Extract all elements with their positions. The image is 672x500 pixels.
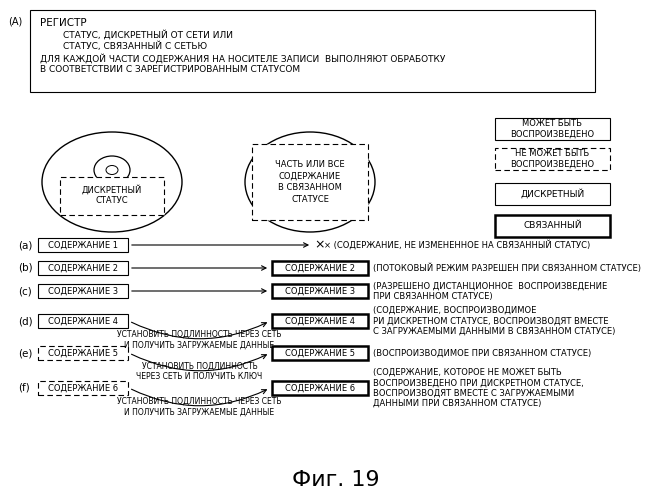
Text: СОДЕРЖАНИЕ 5: СОДЕРЖАНИЕ 5 [285, 348, 355, 358]
Text: СОДЕРЖАНИЕ 2: СОДЕРЖАНИЕ 2 [48, 264, 118, 272]
Text: РЕГИСТР: РЕГИСТР [40, 18, 87, 28]
Text: (A): (A) [8, 16, 22, 26]
Bar [30, 10, 595, 92]
Bar [38, 261, 128, 275]
Text: УСТАНОВИТЬ ПОДЛИННОСТЬ ЧЕРЕЗ СЕТЬ
И ПОЛУЧИТЬ ЗАГРУЖАЕМЫЕ ДАННЫЕ: УСТАНОВИТЬ ПОДЛИННОСТЬ ЧЕРЕЗ СЕТЬ И ПОЛУ… [117, 330, 282, 349]
Text: СОДЕРЖАНИЕ 3: СОДЕРЖАНИЕ 3 [48, 286, 118, 296]
Text: СТАТУС, СВЯЗАННЫЙ С СЕТЬЮ: СТАТУС, СВЯЗАННЫЙ С СЕТЬЮ [40, 41, 207, 50]
Text: (РАЗРЕШЕНО ДИСТАНЦИОННОЕ  ВОСПРОИЗВЕДЕНИЕ
ПРИ СВЯЗАННОМ СТАТУСЕ): (РАЗРЕШЕНО ДИСТАНЦИОННОЕ ВОСПРОИЗВЕДЕНИЕ… [373, 282, 607, 300]
Text: СОДЕРЖАНИЕ 5: СОДЕРЖАНИЕ 5 [48, 348, 118, 358]
Bar [38, 346, 128, 360]
Text: (СОДЕРЖАНИЕ, ВОСПРОИЗВОДИМОЕ
РИ ДИСКРЕТНОМ СТАТУСЕ, ВОСПРОИЗВОДЯТ ВМЕСТЕ
С ЗАГРУ: (СОДЕРЖАНИЕ, ВОСПРОИЗВОДИМОЕ РИ ДИСКРЕТН… [373, 306, 616, 336]
Text: СОДЕРЖАНИЕ 4: СОДЕРЖАНИЕ 4 [285, 316, 355, 326]
Bar [38, 284, 128, 298]
Text: (c): (c) [18, 286, 32, 296]
Text: СВЯЗАННЫЙ: СВЯЗАННЫЙ [523, 222, 582, 230]
Text: (ПОТОКОВЫЙ РЕЖИМ РАЗРЕШЕН ПРИ СВЯЗАННОМ СТАТУСЕ): (ПОТОКОВЫЙ РЕЖИМ РАЗРЕШЕН ПРИ СВЯЗАННОМ … [373, 263, 641, 273]
Text: НЕ МОЖЕТ БЫТЬ
ВОСПРОИЗВЕДЕНО: НЕ МОЖЕТ БЫТЬ ВОСПРОИЗВЕДЕНО [511, 150, 595, 169]
Text: (e): (e) [18, 348, 32, 358]
Bar [252, 144, 368, 220]
Bar [495, 118, 610, 140]
Text: СОДЕРЖАНИЕ 4: СОДЕРЖАНИЕ 4 [48, 316, 118, 326]
Text: СОДЕРЖАНИЕ 6: СОДЕРЖАНИЕ 6 [285, 384, 355, 392]
Text: ДИСКРЕТНЫЙ
СТАТУС: ДИСКРЕТНЫЙ СТАТУС [82, 184, 142, 206]
Text: В СООТВЕТСТВИИ С ЗАРЕГИСТРИРОВАННЫМ СТАТУСОМ: В СООТВЕТСТВИИ С ЗАРЕГИСТРИРОВАННЫМ СТАТ… [40, 65, 300, 74]
Bar [272, 261, 368, 275]
Bar [60, 177, 164, 215]
Text: УСТАНОВИТЬ ПОДЛИННОСТЬ ЧЕРЕЗ СЕТЬ
И ПОЛУЧИТЬ ЗАГРУЖАЕМЫЕ ДАННЫЕ: УСТАНОВИТЬ ПОДЛИННОСТЬ ЧЕРЕЗ СЕТЬ И ПОЛУ… [117, 397, 282, 416]
Text: Фиг. 19: Фиг. 19 [292, 470, 380, 490]
Text: (ВОСПРОИЗВОДИМОЕ ПРИ СВЯЗАННОМ СТАТУСЕ): (ВОСПРОИЗВОДИМОЕ ПРИ СВЯЗАННОМ СТАТУСЕ) [373, 348, 591, 358]
Text: × (СОДЕРЖАНИЕ, НЕ ИЗМЕНЕННОЕ НА СВЯЗАННЫЙ СТАТУС): × (СОДЕРЖАНИЕ, НЕ ИЗМЕНЕННОЕ НА СВЯЗАННЫ… [324, 240, 590, 250]
Text: СТАТУС, ДИСКРЕТНЫЙ ОТ СЕТИ ИЛИ: СТАТУС, ДИСКРЕТНЫЙ ОТ СЕТИ ИЛИ [40, 30, 233, 40]
Bar [495, 183, 610, 205]
Bar [495, 148, 610, 170]
Text: ЧАСТЬ ИЛИ ВСЕ
СОДЕРЖАНИЕ
В СВЯЗАННОМ
СТАТУСЕ: ЧАСТЬ ИЛИ ВСЕ СОДЕРЖАНИЕ В СВЯЗАННОМ СТА… [276, 160, 345, 204]
Bar [272, 314, 368, 328]
Text: СОДЕРЖАНИЕ 3: СОДЕРЖАНИЕ 3 [285, 286, 355, 296]
Text: СОДЕРЖАНИЕ 2: СОДЕРЖАНИЕ 2 [285, 264, 355, 272]
Bar [38, 238, 128, 252]
Bar [38, 381, 128, 395]
Text: (СОДЕРЖАНИЕ, КОТОРОЕ НЕ МОЖЕТ БЫТЬ
ВОСПРОИЗВЕДЕНО ПРИ ДИСКРЕТНОМ СТАТУСЕ,
ВОСПРО: (СОДЕРЖАНИЕ, КОТОРОЕ НЕ МОЖЕТ БЫТЬ ВОСПР… [373, 368, 584, 408]
Bar [272, 346, 368, 360]
Text: (a): (a) [18, 240, 32, 250]
Text: МОЖЕТ БЫТЬ
ВОСПРОИЗВЕДЕНО: МОЖЕТ БЫТЬ ВОСПРОИЗВЕДЕНО [511, 120, 595, 139]
Bar [495, 215, 610, 237]
Text: ДИСКРЕТНЫЙ: ДИСКРЕТНЫЙ [520, 189, 585, 199]
Ellipse shape [106, 166, 118, 174]
Text: УСТАНОВИТЬ ПОДЛИННОСТЬ
ЧЕРЕЗ СЕТЬ И ПОЛУЧИТЬ КЛЮЧ: УСТАНОВИТЬ ПОДЛИННОСТЬ ЧЕРЕЗ СЕТЬ И ПОЛУ… [136, 362, 263, 382]
Text: (f): (f) [18, 383, 30, 393]
Text: (b): (b) [18, 263, 33, 273]
Text: ×: × [314, 238, 325, 252]
Text: СОДЕРЖАНИЕ 1: СОДЕРЖАНИЕ 1 [48, 240, 118, 250]
Text: (d): (d) [18, 316, 33, 326]
Bar [272, 284, 368, 298]
Bar [272, 381, 368, 395]
Bar [38, 314, 128, 328]
Text: СОДЕРЖАНИЕ 6: СОДЕРЖАНИЕ 6 [48, 384, 118, 392]
Text: ДЛЯ КАЖДОЙ ЧАСТИ СОДЕРЖАНИЯ НА НОСИТЕЛЕ ЗАПИСИ  ВЫПОЛНЯЮТ ОБРАБОТКУ: ДЛЯ КАЖДОЙ ЧАСТИ СОДЕРЖАНИЯ НА НОСИТЕЛЕ … [40, 54, 446, 64]
